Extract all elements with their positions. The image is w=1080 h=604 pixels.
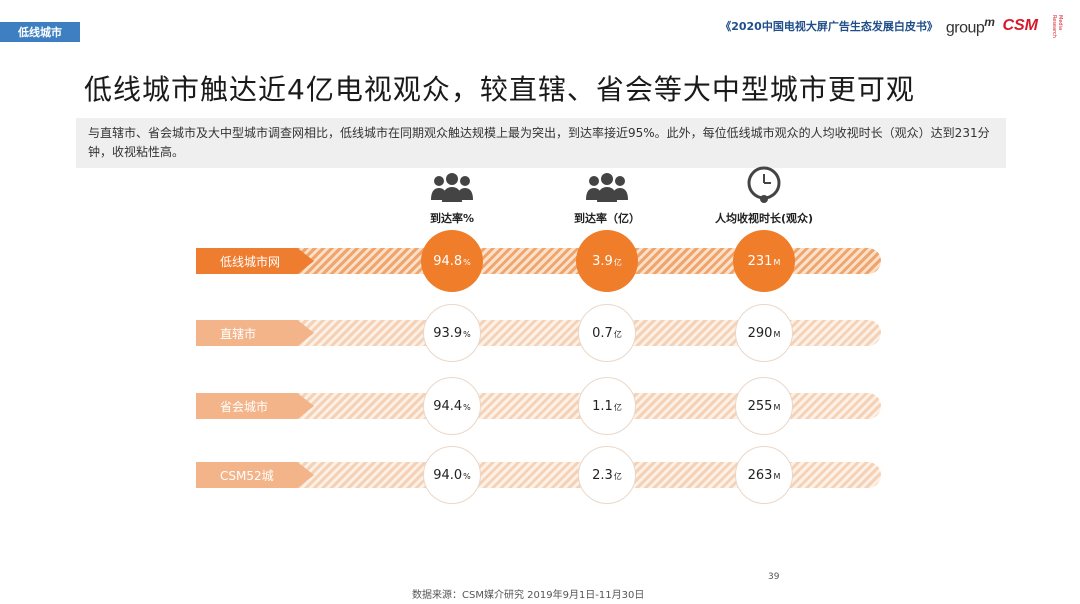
value-unit: M	[773, 258, 781, 267]
value-number: 263	[747, 467, 773, 483]
column-label: 人均收视时长(观众)	[714, 212, 814, 225]
clock-person-icon	[704, 166, 824, 204]
value-unit: %	[463, 258, 471, 267]
value-number: 255	[747, 398, 773, 414]
groupm-logo-m: m	[984, 14, 995, 29]
value-number: 94.8	[433, 253, 463, 269]
value-number: 2.3	[592, 467, 613, 483]
value-unit: M	[773, 472, 781, 481]
section-tag: 低线城市	[0, 22, 80, 42]
column-header: 人均收视时长(观众)	[704, 166, 824, 226]
column-label: 到达率%	[429, 212, 475, 225]
header: 《2020中国电视大屏广告生态发展白皮书》 groupm CSM Media R…	[720, 14, 1068, 38]
groupm-logo: groupm	[946, 15, 995, 37]
value-circle: 0.7 亿	[578, 304, 636, 362]
data-source: 数据来源：CSM媒介研究 2019年9月1日-11月30日	[412, 590, 645, 601]
value-unit: %	[463, 472, 471, 481]
value-unit: 亿	[613, 403, 622, 412]
value-number: 0.7	[592, 325, 613, 341]
value-number: 3.9	[592, 253, 613, 269]
value-circle: 94.4%	[423, 377, 481, 435]
value-circle: 2.3 亿	[578, 446, 636, 504]
value-circle: 255 M	[735, 377, 793, 435]
value-circle: 1.1 亿	[578, 377, 636, 435]
row-label: CSM52城	[196, 462, 314, 488]
audience-group-icon	[392, 170, 512, 204]
value-number: 94.4	[433, 398, 463, 414]
value-number: 1.1	[592, 398, 613, 414]
csm-logo: CSM	[1002, 17, 1038, 34]
value-unit: M	[773, 330, 781, 339]
value-circle: 94.0%	[423, 446, 481, 504]
audience-group-icon	[547, 170, 667, 204]
page-title: 低线城市触达近4亿电视观众，较直辖、省会等大中型城市更可观	[84, 73, 915, 106]
value-number: 231	[747, 253, 773, 269]
groupm-logo-text: group	[945, 19, 985, 37]
value-unit: 亿	[613, 330, 622, 339]
row-label: 低线城市网	[196, 248, 314, 274]
value-number: 94.0	[433, 467, 463, 483]
page-number: 39	[768, 572, 780, 582]
description-box: 与直辖市、省会城市及大中型城市调查网相比，低线城市在同期观众触达规模上最为突出，…	[76, 118, 1006, 168]
value-circle: 94.8%	[421, 230, 483, 292]
column-header: 到达率（亿）	[547, 170, 667, 226]
csm-logo-subtitle: Media Research	[1051, 15, 1063, 38]
column-label: 到达率（亿）	[574, 212, 640, 225]
description-text: 与直辖市、省会城市及大中型城市调查网相比，低线城市在同期观众触达规模上最为突出，…	[88, 126, 990, 159]
value-unit: 亿	[613, 472, 622, 481]
row-label: 省会城市	[196, 393, 314, 419]
value-number: 290	[747, 325, 773, 341]
value-circle: 231 M	[733, 230, 795, 292]
value-unit: %	[463, 330, 471, 339]
value-unit: 亿	[613, 258, 622, 267]
value-number: 93.9	[433, 325, 463, 341]
value-unit: M	[773, 403, 781, 412]
report-title: 《2020中国电视大屏广告生态发展白皮书》	[720, 20, 938, 33]
value-circle: 93.9%	[423, 304, 481, 362]
value-circle: 263 M	[735, 446, 793, 504]
value-circle: 3.9 亿	[576, 230, 638, 292]
value-unit: %	[463, 403, 471, 412]
column-header: 到达率%	[392, 170, 512, 226]
value-circle: 290 M	[735, 304, 793, 362]
row-label: 直辖市	[196, 320, 314, 346]
